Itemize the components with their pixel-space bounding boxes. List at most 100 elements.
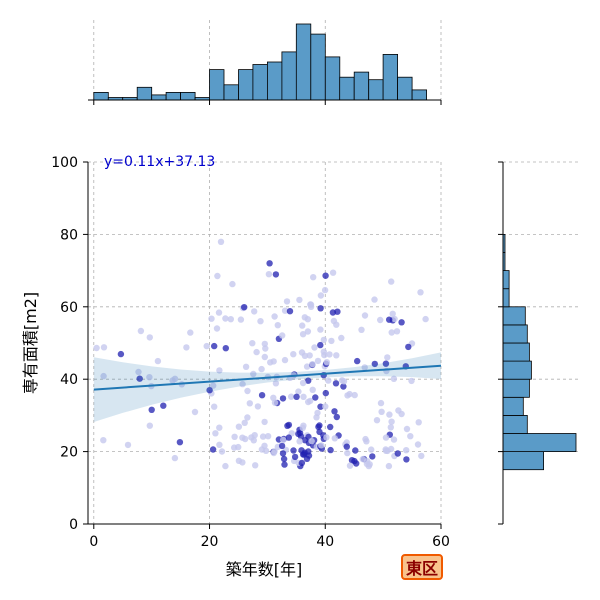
scatter-point (279, 395, 287, 402)
scatter-point (309, 386, 316, 393)
top-hist-bar (238, 69, 254, 101)
scatter-point (117, 350, 125, 358)
top-hist-bar (223, 84, 239, 101)
x-tick-label: 20 (201, 534, 219, 550)
scatter-point (242, 363, 250, 370)
scatter-point (358, 326, 365, 333)
scatter-point (249, 340, 256, 347)
top-hist-bar (310, 33, 326, 101)
scatter-point (315, 423, 322, 431)
right-hist-bar (502, 306, 526, 326)
scatter-point (331, 408, 338, 415)
scatter-point (222, 345, 229, 352)
regression-layer (93, 352, 442, 422)
scatter-point (283, 298, 291, 305)
scatter-point (254, 403, 262, 410)
scatter-point (100, 437, 107, 444)
scatter-point (296, 296, 303, 304)
scatter-point (278, 442, 286, 450)
scatter-point (297, 433, 305, 440)
scatter-point (382, 434, 390, 441)
scatter-point (333, 413, 340, 421)
top-hist-bar (339, 76, 355, 101)
scatter-point (395, 407, 402, 414)
scatter-point (244, 387, 251, 395)
y-tick-label: 80 (60, 227, 78, 243)
regression-equation: y=0.11x+37.13 (104, 154, 215, 170)
scatter-point (261, 353, 268, 361)
scatter-point (257, 318, 264, 325)
scatter-point (252, 462, 259, 469)
top-hist-bar (353, 71, 370, 101)
scatter-point (304, 328, 312, 335)
scatter-point (303, 363, 311, 370)
scatter-point (351, 457, 358, 465)
scatter-point (258, 392, 266, 399)
scatter-point (211, 403, 218, 410)
scatter-point (314, 357, 322, 365)
scatter-point (382, 446, 389, 453)
scatter-point (251, 308, 258, 315)
scatter-point (285, 434, 292, 441)
scatter-point (384, 354, 391, 361)
scatter-point (217, 238, 225, 245)
x-tick-label: 60 (432, 534, 450, 550)
scatter-point (259, 433, 267, 440)
scatter-point (344, 449, 351, 457)
scatter-point (222, 462, 229, 470)
scatter-point (338, 334, 345, 342)
scatter-point (210, 382, 217, 389)
right-hist-bar (502, 378, 530, 398)
x-tick-label: 0 (89, 534, 98, 550)
top-hist-bar (397, 76, 413, 101)
scatter-point (191, 408, 199, 416)
scatter-point (270, 449, 277, 457)
scatter-point (321, 286, 329, 294)
scatter-point (363, 438, 370, 445)
scatter-point (377, 316, 384, 324)
scatter-point (398, 319, 405, 326)
scatter-point (258, 446, 266, 453)
scatter-point (351, 391, 358, 399)
scatter-point (414, 441, 422, 448)
scatter-point (331, 435, 338, 442)
right-hist-bar (502, 342, 530, 362)
scatter-point (265, 271, 273, 278)
scatter-point (377, 399, 385, 407)
scatter-point (100, 372, 107, 380)
y-tick-label: 20 (60, 445, 78, 461)
top-marginal-histogram (88, 20, 442, 105)
scatter-point (322, 272, 329, 279)
scatter-point (322, 389, 329, 397)
scatter-point (373, 417, 381, 424)
scatter-point (304, 316, 311, 323)
top-hist-bar (382, 54, 399, 101)
right-hist-bar (502, 451, 544, 471)
scatter-point (386, 316, 393, 323)
scatter-point (329, 269, 337, 276)
scatter-point (323, 359, 330, 366)
top-hist-bar (411, 89, 428, 101)
scatter-point (333, 352, 340, 359)
scatter-point (317, 341, 324, 349)
scatter-point (281, 461, 288, 468)
scatter-point (394, 450, 401, 457)
scatter-point (169, 377, 176, 384)
scatter-point (388, 418, 395, 425)
scatter-point (317, 326, 324, 333)
top-hist-bar (165, 92, 182, 101)
axes-layer: 0 20 40 60 0 20 40 60 80 100 (51, 155, 450, 550)
scatter-point (281, 307, 289, 314)
scatter-point (231, 433, 238, 440)
scatter-point (378, 408, 385, 415)
scatter-point (272, 271, 280, 278)
scatter-point (171, 454, 179, 462)
scatter-point (93, 344, 100, 352)
scatter-point (281, 356, 289, 364)
scatter-point (386, 411, 393, 418)
scatter-point (293, 393, 300, 400)
scatter-point (317, 292, 325, 299)
right-hist-bar (502, 414, 528, 434)
scatter-point (417, 289, 424, 296)
scatter-point (318, 442, 325, 449)
